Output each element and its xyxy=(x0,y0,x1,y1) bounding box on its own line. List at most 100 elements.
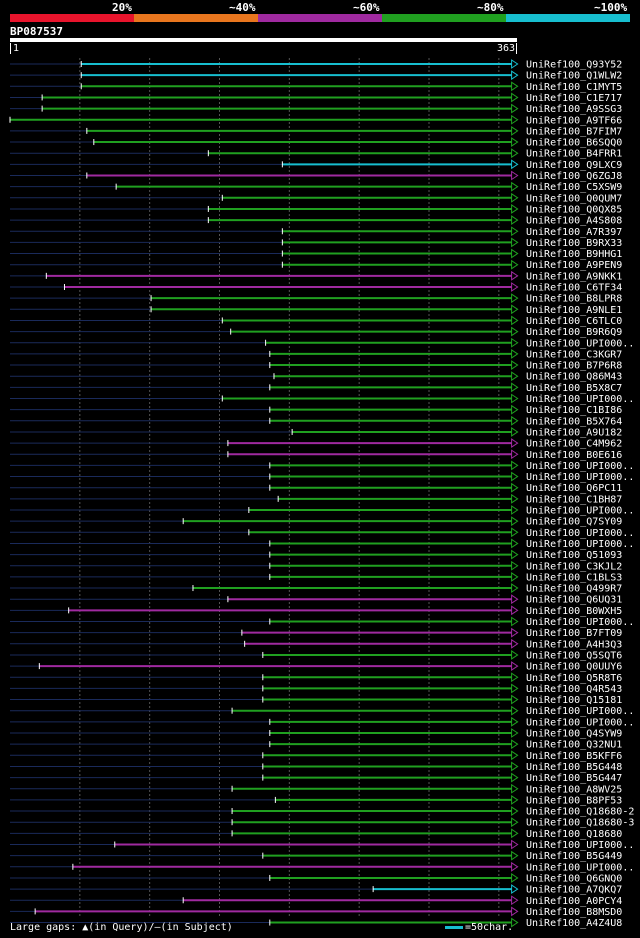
hit-row: UniRef100_A7R397 xyxy=(10,226,622,238)
hit-row: UniRef100_C5XSW9 xyxy=(10,181,622,193)
hit-label: UniRef100_C3KGR7 xyxy=(526,349,622,360)
hit-row: UniRef100_Q0UUY6 xyxy=(10,661,622,673)
scale-text: =50char. xyxy=(465,922,514,933)
hit-row: UniRef100_B9HHG1 xyxy=(10,248,622,260)
hit-row: UniRef100_UPI000.. xyxy=(10,616,634,628)
hit-row: UniRef100_A9NKK1 xyxy=(10,270,622,282)
hit-row: UniRef100_Q86M43 xyxy=(10,371,622,383)
hit-row: UniRef100_A4H3Q3 xyxy=(10,638,622,650)
hit-row: UniRef100_Q18680-3 xyxy=(10,817,634,829)
hit-row: UniRef100_B5X8C7 xyxy=(10,382,622,394)
hit-label: UniRef100_UPI000.. xyxy=(526,461,634,472)
hit-row: UniRef100_Q15181 xyxy=(10,694,622,706)
hit-label: UniRef100_A4S808 xyxy=(526,216,622,227)
hit-label: UniRef100_C5XSW9 xyxy=(526,182,622,193)
hit-label: UniRef100_Q32NU1 xyxy=(526,740,622,751)
hit-label: UniRef100_A9PEN9 xyxy=(526,260,622,271)
hit-arrow xyxy=(511,672,519,683)
hit-arrow xyxy=(511,638,519,649)
hit-label: UniRef100_UPI000.. xyxy=(526,862,634,873)
hit-row: UniRef100_B6SQQ0 xyxy=(10,137,622,149)
hit-arrow xyxy=(511,103,519,114)
hit-label: UniRef100_UPI000.. xyxy=(526,472,634,483)
hit-label: UniRef100_B9HHG1 xyxy=(526,249,622,260)
hit-arrow xyxy=(511,348,519,359)
legend-segment-5 xyxy=(506,14,630,22)
hit-arrow xyxy=(511,783,519,794)
hit-label: UniRef100_C6TF34 xyxy=(526,283,622,294)
hit-arrow xyxy=(511,694,519,705)
hit-row: UniRef100_UPI000.. xyxy=(10,337,634,349)
hit-label: UniRef100_Q93Y52 xyxy=(526,60,622,71)
hit-label: UniRef100_Q4SYW9 xyxy=(526,729,622,740)
hit-arrow xyxy=(511,861,519,872)
hit-row: UniRef100_B7P6R8 xyxy=(10,360,622,372)
hit-row: UniRef100_UPI000.. xyxy=(10,861,634,873)
hit-arrow xyxy=(511,828,519,839)
hit-arrow xyxy=(511,382,519,393)
hit-arrow xyxy=(511,170,519,181)
hit-label: UniRef100_B6SQQ0 xyxy=(526,138,622,149)
hit-label: UniRef100_A9NLE1 xyxy=(526,305,622,316)
hit-arrow xyxy=(511,59,519,69)
hit-row: UniRef100_C1BI86 xyxy=(10,404,622,416)
hit-label: UniRef100_B5G447 xyxy=(526,773,622,784)
hit-row: UniRef100_A9SSG3 xyxy=(10,103,622,115)
hit-label: UniRef100_C1E717 xyxy=(526,93,622,104)
hit-arrow xyxy=(511,70,519,81)
hit-arrow xyxy=(511,92,519,103)
hit-label: UniRef100_Q9LXC9 xyxy=(526,160,622,171)
query-end: 363 xyxy=(487,43,517,54)
hit-arrow xyxy=(511,527,519,538)
legend-label-4: ~80% xyxy=(477,1,504,14)
hit-arrow xyxy=(511,148,519,159)
hit-arrow xyxy=(511,683,519,694)
hit-label: UniRef100_B7FIM7 xyxy=(526,126,622,137)
hit-arrow xyxy=(511,493,519,504)
hit-arrow xyxy=(511,226,519,237)
footer-gap-legend: Large gaps: ▲(in Query)/–(in Subject) xyxy=(10,922,233,933)
hit-arrow xyxy=(511,360,519,370)
hit-label: UniRef100_A9TF66 xyxy=(526,115,622,126)
hit-arrow xyxy=(511,315,519,326)
hit-arrow xyxy=(511,371,519,382)
hit-arrow xyxy=(511,471,519,482)
hit-row: UniRef100_B8MSD0 xyxy=(10,906,622,918)
hit-label: UniRef100_A4Z4U8 xyxy=(526,918,622,929)
hit-label: UniRef100_A9U182 xyxy=(526,427,622,438)
legend-label-1: 20% xyxy=(112,1,132,14)
hit-arrow xyxy=(511,873,519,883)
query-gap-mark: ▲(in Query)/ xyxy=(82,922,155,933)
hit-row: UniRef100_Q0QUM7 xyxy=(10,192,622,204)
hit-arrow xyxy=(511,906,519,917)
hit-row: UniRef100_Q6UQ31 xyxy=(10,594,622,606)
hit-row: UniRef100_Q6PC11 xyxy=(10,482,622,494)
hit-row: UniRef100_C3KJL2 xyxy=(10,560,622,572)
hit-arrow xyxy=(511,125,519,136)
hit-row: UniRef100_C4M962 xyxy=(10,438,622,450)
hit-arrow xyxy=(511,705,519,716)
hit-arrow xyxy=(511,571,519,582)
hit-label: UniRef100_B0E616 xyxy=(526,450,622,461)
hit-arrow xyxy=(511,728,519,738)
hit-row: UniRef100_UPI000.. xyxy=(10,839,634,851)
scale-legend: =50char. xyxy=(445,922,513,933)
legend-label-2: ~40% xyxy=(229,1,256,14)
hit-arrow xyxy=(511,248,519,259)
hit-row: UniRef100_Q5R8T6 xyxy=(10,672,622,684)
hit-row: UniRef100_Q93Y52 xyxy=(10,59,622,71)
hit-arrow xyxy=(511,650,519,660)
hit-arrow xyxy=(511,181,519,192)
legend-segment-4 xyxy=(382,14,506,22)
hit-row: UniRef100_C3KGR7 xyxy=(10,348,622,360)
hit-label: UniRef100_Q0QUM7 xyxy=(526,193,622,204)
hit-row: UniRef100_Q18680-2 xyxy=(10,806,634,818)
hit-arrow xyxy=(511,895,519,906)
hit-arrow xyxy=(511,293,519,304)
hit-label: UniRef100_Q7SY09 xyxy=(526,517,622,528)
hit-arrow xyxy=(511,326,519,337)
hit-row: UniRef100_C6TF34 xyxy=(10,282,622,294)
hit-row: UniRef100_B0E616 xyxy=(10,449,622,461)
hit-arrow xyxy=(511,270,519,281)
hit-row: UniRef100_A9NLE1 xyxy=(10,304,622,316)
